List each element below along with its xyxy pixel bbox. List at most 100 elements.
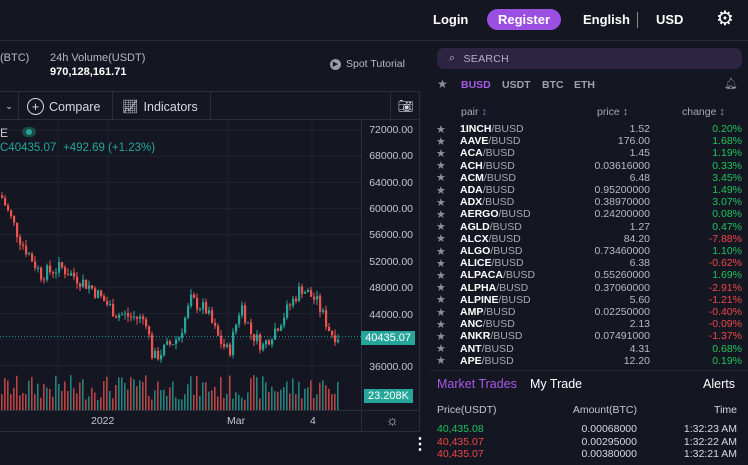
currency-select[interactable]: USD bbox=[656, 12, 684, 27]
pair-row[interactable]: ★ ADX/BUSD 0.38970000 3.07% bbox=[436, 196, 742, 209]
star-icon[interactable]: ★ bbox=[436, 257, 446, 270]
pair-row[interactable]: ★ ACM/BUSD 6.48 3.45% bbox=[436, 171, 742, 185]
star-icon[interactable]: ★ bbox=[436, 233, 446, 246]
pair-row[interactable]: ★ ALGO/BUSD 0.73460000 1.10% bbox=[436, 245, 742, 258]
volume-bar bbox=[175, 397, 177, 410]
volume-bar bbox=[322, 380, 324, 410]
star-icon[interactable]: ★ bbox=[436, 160, 446, 173]
pair-row[interactable]: ★ ANC/BUSD 2.13 -0.09% bbox=[436, 318, 742, 331]
candle-body bbox=[49, 265, 52, 273]
star-icon[interactable]: ★ bbox=[436, 245, 446, 258]
star-icon[interactable]: ★ bbox=[436, 184, 446, 197]
indicators-icon: 📈︎ bbox=[122, 98, 139, 114]
tab-alerts[interactable]: Alerts bbox=[703, 377, 735, 391]
pair-row[interactable]: ★ ALPHA/BUSD 0.37060000 -2.91% bbox=[436, 282, 742, 295]
search-input[interactable]: ⌕ SEARCH bbox=[437, 48, 742, 69]
candle-body bbox=[136, 316, 139, 319]
volume-bar bbox=[55, 375, 57, 410]
candle-body bbox=[67, 274, 70, 276]
volume-bar bbox=[91, 387, 93, 410]
pair-row[interactable]: ★ ANKR/BUSD 0.07491000 -1.37% bbox=[436, 330, 742, 343]
quote-tab-eth[interactable]: ETH bbox=[574, 79, 595, 91]
volume-bar bbox=[271, 386, 273, 410]
pair-row[interactable]: ★ ACA/BUSD 1.45 1.19% bbox=[436, 147, 742, 160]
candle-body bbox=[127, 313, 130, 317]
more-vertical-icon[interactable]: ⋮ bbox=[412, 436, 428, 453]
language-select[interactable]: English bbox=[583, 12, 630, 27]
pair-row[interactable]: ★ AMP/BUSD 0.02250000 -0.40% bbox=[436, 306, 742, 319]
bell-icon[interactable]: 🔔︎ bbox=[724, 78, 738, 90]
volume-bar bbox=[124, 383, 126, 410]
compare-button[interactable]: + Compare bbox=[19, 92, 113, 121]
pair-row[interactable]: ★ ALCX/BUSD 84.20 -7.88% bbox=[436, 233, 742, 246]
volume-bar bbox=[325, 385, 327, 410]
star-icon[interactable]: ★ bbox=[436, 355, 446, 368]
sort-pair[interactable]: pair ↕ bbox=[461, 106, 487, 118]
star-icon[interactable]: ★ bbox=[436, 172, 446, 185]
candle-body bbox=[79, 283, 82, 287]
pair-row[interactable]: ★ ALICE/BUSD 6.38 -0.62% bbox=[436, 257, 742, 270]
pair-row[interactable]: ★ ALPINE/BUSD 5.60 -1.21% bbox=[436, 294, 742, 307]
pair-row[interactable]: ★ AERGO/BUSD 0.24200000 0.08% bbox=[436, 208, 742, 221]
sort-change[interactable]: change ↕ bbox=[682, 106, 725, 118]
star-icon[interactable]: ★ bbox=[436, 196, 446, 209]
quote-tab-btc[interactable]: BTC bbox=[542, 79, 564, 91]
volume-bar bbox=[286, 381, 288, 410]
indicators-button[interactable]: 📈︎ Indicators bbox=[113, 92, 211, 121]
star-icon[interactable]: ★ bbox=[436, 318, 446, 331]
star-icon[interactable]: ★ bbox=[436, 221, 446, 234]
star-icon[interactable]: ★ bbox=[436, 343, 446, 356]
star-icon[interactable]: ★ bbox=[436, 123, 446, 136]
volume-bar bbox=[217, 396, 219, 410]
pair-quote: /BUSD bbox=[482, 147, 515, 160]
volume-bar bbox=[223, 397, 225, 410]
star-icon[interactable]: ★ bbox=[436, 294, 446, 307]
candle-body bbox=[61, 262, 64, 268]
volume-bar bbox=[241, 397, 243, 410]
tab-market-trades[interactable]: Market Trades bbox=[437, 377, 517, 391]
star-icon[interactable]: ★ bbox=[436, 269, 446, 282]
chevron-down-icon: ⌄ bbox=[5, 101, 13, 111]
price-chart[interactable]: E C40435.07 +492.69 (+1.23%) 72000.00 680… bbox=[0, 120, 420, 432]
pair-row[interactable]: ★ APE/BUSD 12.20 0.19% bbox=[436, 355, 742, 368]
star-icon[interactable]: ★ bbox=[436, 208, 446, 221]
chart-settings-icon[interactable]: ☼ bbox=[386, 412, 399, 428]
pair-row[interactable]: ★ ANT/BUSD 4.31 0.68% bbox=[436, 343, 742, 356]
pair-row[interactable]: ★ ALPACA/BUSD 0.55260000 1.69% bbox=[436, 269, 742, 282]
favorites-star-icon[interactable]: ★ bbox=[437, 77, 448, 91]
quote-tab-busd[interactable]: BUSD bbox=[461, 79, 491, 91]
volume-bar bbox=[13, 387, 15, 410]
pair-name: ALPHA/BUSD bbox=[460, 282, 575, 294]
pair-row[interactable]: ★ ACH/BUSD 0.03616000 0.33% bbox=[436, 160, 742, 173]
volume-bar bbox=[79, 382, 81, 410]
star-icon[interactable]: ★ bbox=[436, 306, 446, 319]
pair-quote: /BUSD bbox=[483, 306, 516, 319]
interval-dropdown[interactable]: ⌄ bbox=[0, 92, 19, 121]
pair-row[interactable]: ★ AAVE/BUSD 176.00 1.68% bbox=[436, 135, 742, 148]
login-link[interactable]: Login bbox=[433, 12, 469, 27]
volume-bar bbox=[247, 392, 249, 410]
register-button[interactable]: Register bbox=[487, 9, 562, 30]
candlestick-chart bbox=[0, 120, 361, 410]
volume-bar bbox=[319, 382, 321, 410]
camera-icon[interactable]: 📷︎ bbox=[390, 92, 420, 121]
spot-tutorial-link[interactable]: ▶ Spot Tutorial bbox=[330, 58, 405, 70]
star-icon[interactable]: ★ bbox=[436, 135, 446, 148]
tab-my-trade[interactable]: My Trade bbox=[530, 377, 583, 391]
star-icon[interactable]: ★ bbox=[436, 330, 446, 343]
pair-quote: /BUSD bbox=[498, 208, 531, 221]
volume-bar bbox=[193, 394, 195, 410]
quote-tab-usdt[interactable]: USDT bbox=[502, 79, 531, 91]
gear-icon[interactable]: ⚙ bbox=[716, 8, 734, 30]
star-icon[interactable]: ★ bbox=[436, 282, 446, 295]
star-icon[interactable]: ★ bbox=[436, 147, 446, 160]
sort-price[interactable]: price ↕ bbox=[597, 106, 628, 118]
pair-row[interactable]: ★ AGLD/BUSD 1.27 0.47% bbox=[436, 221, 742, 234]
pair-price: 6.48 bbox=[629, 171, 650, 184]
volume-bar bbox=[31, 376, 33, 410]
candle-body bbox=[157, 350, 160, 360]
pair-row[interactable]: ★ ADA/BUSD 0.95200000 1.49% bbox=[436, 184, 742, 197]
pair-row[interactable]: ★ 1INCH/BUSD 1.52 0.20% bbox=[436, 123, 742, 136]
pair-header-label: pair bbox=[461, 106, 479, 118]
volume-bar bbox=[67, 391, 69, 410]
